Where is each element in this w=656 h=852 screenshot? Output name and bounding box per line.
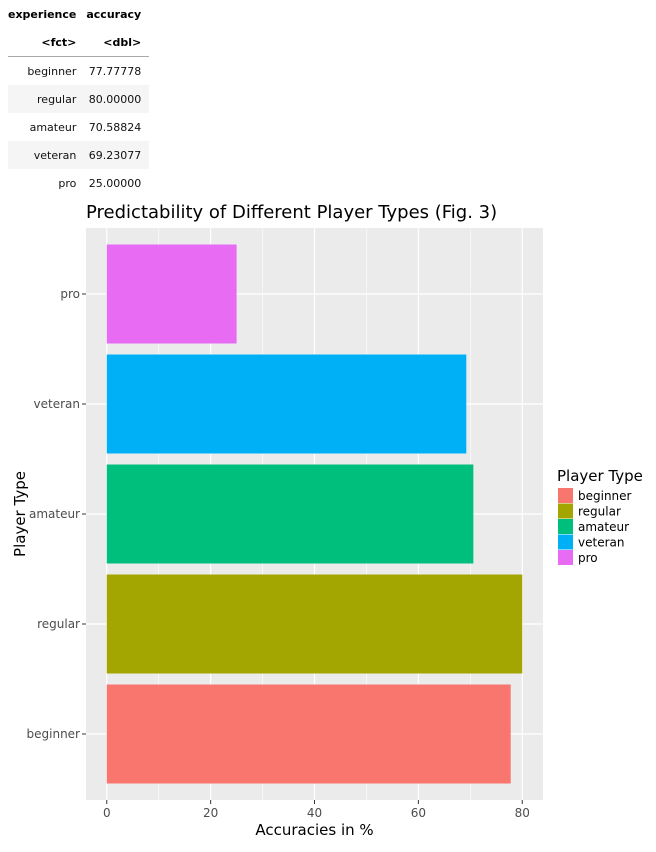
y-axis-title: Player Type [11, 471, 29, 557]
table-row: regular 80.00000 [8, 85, 150, 113]
data-table: experience accuracy <fct> <dbl> beginner… [8, 0, 150, 197]
cell-experience: pro [58, 176, 77, 190]
table-row: veteran 69.23077 [8, 141, 150, 169]
bar-beginner [106, 684, 511, 784]
cell-experience: beginner [27, 64, 77, 78]
cell-accuracy: 70.58824 [88, 120, 142, 134]
x-tick-label: 40 [307, 806, 322, 820]
legend-key [558, 503, 573, 519]
legend-label: regular [578, 505, 621, 519]
x-tick-label: 20 [203, 806, 218, 820]
cell-experience: regular [37, 92, 77, 106]
legend-key [558, 488, 573, 503]
bar-veteran [106, 354, 467, 454]
y-tick-label: beginner [27, 727, 81, 741]
table-row: beginner 77.77778 [8, 57, 149, 86]
y-tick-label: veteran [34, 397, 80, 411]
legend-key [558, 519, 573, 534]
column-type-experience: <fct> [8, 28, 81, 57]
y-tick-label: regular [37, 617, 80, 631]
legend-title: Player Type [557, 467, 643, 485]
bar-regular [106, 574, 523, 674]
column-header-experience: experience [8, 7, 77, 21]
x-axis-title: Accuracies in % [255, 821, 373, 839]
cell-experience: amateur [29, 120, 77, 134]
legend-label: pro [578, 551, 598, 565]
cell-experience: veteran [33, 148, 77, 162]
cell-accuracy: 25.00000 [88, 176, 142, 190]
table-header-row: experience accuracy [8, 0, 149, 28]
y-axis: beginner regular amateur veteran pro [27, 287, 86, 741]
bars [106, 244, 523, 784]
y-tick-label: amateur [29, 507, 80, 521]
bar-pro [106, 244, 237, 344]
y-tick-label: pro [60, 287, 80, 301]
table-row: pro 25.00000 [8, 169, 149, 197]
x-axis: 0 20 40 60 80 [103, 800, 530, 820]
column-type-accuracy: <dbl> [80, 28, 150, 57]
legend-key [558, 550, 573, 565]
cell-accuracy: 77.77778 [88, 64, 142, 78]
legend-label: amateur [578, 520, 629, 534]
column-header-accuracy: accuracy [86, 7, 142, 21]
x-tick-label: 60 [411, 806, 426, 820]
cell-accuracy: 69.23077 [88, 148, 142, 162]
legend-label: beginner [578, 489, 632, 503]
table-row: amateur 70.58824 [8, 113, 149, 141]
bar-amateur [106, 464, 474, 564]
x-tick-label: 80 [515, 806, 530, 820]
legend-label: veteran [578, 536, 624, 550]
x-tick-label: 0 [103, 806, 111, 820]
cell-accuracy: 80.00000 [88, 92, 142, 106]
legend-key [558, 534, 573, 550]
table-type-row: <fct> <dbl> [8, 28, 150, 57]
bar-chart: Predictability of Different Player Types… [11, 202, 643, 839]
chart-title: Predictability of Different Player Types… [86, 202, 497, 223]
